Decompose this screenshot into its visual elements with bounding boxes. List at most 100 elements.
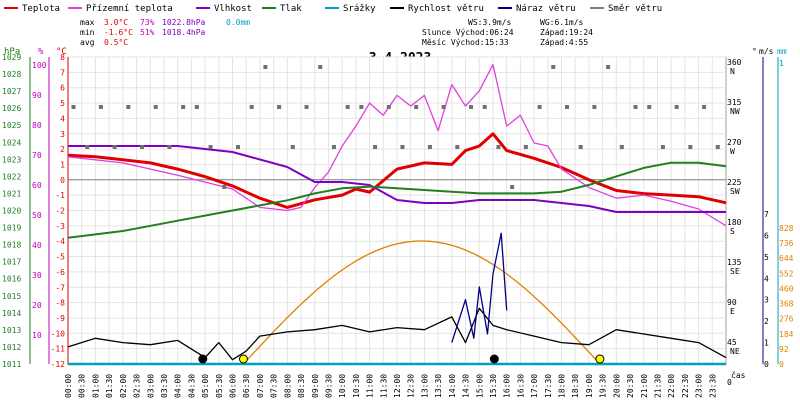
wind-dir-point — [222, 185, 227, 189]
x-tick-label: 12:00 — [393, 374, 402, 398]
x-tick-label: 20:00 — [612, 374, 621, 398]
wind-dir-point — [126, 105, 131, 109]
x-tick-label: 00:00 — [64, 374, 73, 398]
x-tick-label: 16:30 — [516, 374, 525, 398]
tick-dir: 315 — [727, 98, 742, 107]
wind-dir-point — [702, 105, 707, 109]
tick-ms: 0 — [764, 360, 769, 369]
stats-panel: max 3.0°C 73% 1022.8hPa 0.0mm min -1.6°C 51% 101… — [80, 18, 593, 47]
wind-dir-point — [71, 105, 76, 109]
tick-hpa: 1024 — [2, 138, 21, 147]
tick-wm2: 184 — [779, 330, 794, 339]
wind-dir-point — [359, 105, 364, 109]
tick-dir: 135 — [727, 258, 742, 267]
wind-dir-point — [427, 145, 432, 149]
tick-temp: 2 — [60, 145, 65, 154]
x-tick-label: 17:30 — [544, 374, 553, 398]
tick-temp: 1 — [60, 160, 65, 169]
stats-temp: -1.6°C — [104, 28, 133, 37]
series-hum — [68, 145, 726, 213]
legend-label: Tlak — [280, 4, 302, 14]
x-tick-label: 14:00 — [448, 374, 457, 398]
stats-press: 1022.8hPa — [162, 18, 206, 27]
axis-unit-hpa: hPa — [4, 47, 20, 57]
wind-dir-point — [181, 105, 186, 109]
stats-press: 1018.4hPa — [162, 28, 206, 37]
tick-ms: 2 — [764, 317, 769, 326]
legend-label: Směr větru — [608, 4, 662, 14]
x-tick-label: 01:00 — [91, 374, 100, 398]
tick-hpa: 1025 — [2, 121, 21, 130]
tick-pct: 100 — [32, 61, 47, 70]
tick-dir-label: NE — [730, 347, 740, 356]
x-tick-label: 12:30 — [407, 374, 416, 398]
x-tick-label: 07:30 — [270, 374, 279, 398]
x-tick-label: 22:00 — [667, 374, 676, 398]
x-tick-label: 15:00 — [475, 374, 484, 398]
x-tick-label: 18:00 — [558, 374, 567, 398]
tick-wm2: 92 — [779, 345, 789, 354]
x-tick-label: 15:30 — [489, 374, 498, 398]
wind-dir-point — [318, 65, 323, 69]
wind-dir-point — [592, 105, 597, 109]
x-tick-label: 09:00 — [311, 374, 320, 398]
wind-dir-point — [331, 145, 336, 149]
wind-dir-point — [373, 145, 378, 149]
tick-temp: 7 — [60, 68, 65, 77]
series-press — [67, 161, 727, 239]
wind-dir-point — [606, 65, 611, 69]
wind-dir-point — [674, 105, 679, 109]
x-tick-label: 16:00 — [503, 374, 512, 398]
legend: Teplota Přízemní teplota Vlhkost Tlak Srážky… — [4, 4, 662, 14]
tick-dir-label: SW — [730, 187, 740, 196]
wind-dir-point — [482, 105, 487, 109]
tick-temp: 3 — [60, 130, 65, 139]
x-tick-label: 04:30 — [187, 374, 196, 398]
wind-dir-point — [455, 145, 460, 149]
tick-hpa: 1029 — [2, 53, 21, 62]
tick-dir: 270 — [727, 138, 742, 147]
tick-wm2: 460 — [779, 284, 794, 293]
x-tick-label: 08:00 — [283, 374, 292, 398]
tick-dir: 180 — [727, 218, 742, 227]
legend-label: Náraz větru — [516, 4, 576, 14]
wind-dir-point — [510, 185, 515, 189]
wind-dir-point — [564, 105, 569, 109]
wind-dir-point — [537, 105, 542, 109]
tick-hpa: 1028 — [2, 70, 21, 79]
tick-hpa: 1021 — [2, 189, 21, 198]
x-tick-label: 06:30 — [242, 374, 251, 398]
axis-unit-pct: % — [38, 47, 44, 57]
tick-temp: -4 — [55, 237, 65, 246]
x-axis: 00:00 00:30 01:00 01:30 02:00 02:30 03:00 03:30… — [64, 370, 746, 398]
wind-dir-point — [441, 105, 446, 109]
tick-wm2: 736 — [779, 239, 794, 248]
tick-dir: 90 — [727, 298, 737, 307]
axis-unit-ms: m/s — [759, 47, 774, 56]
wind-dir-point — [647, 105, 652, 109]
x-tick-label: 19:30 — [599, 374, 608, 398]
tick-mm: 1 — [779, 59, 784, 68]
axis-unit-temp: °C — [56, 47, 67, 57]
x-tick-label: 13:30 — [434, 374, 443, 398]
stats-label: min — [80, 28, 95, 37]
wind-dir-point — [112, 145, 117, 149]
tick-hpa: 1016 — [2, 275, 21, 284]
tick-pct: 60 — [32, 181, 42, 190]
tick-hpa: 1019 — [2, 224, 21, 233]
x-tick-label: 22:30 — [681, 374, 690, 398]
moonrise-marker — [489, 354, 499, 364]
x-tick-label: 05:00 — [201, 374, 210, 398]
moonset-marker — [198, 354, 208, 364]
x-tick-label: 00:30 — [78, 374, 87, 398]
stats-label: max — [80, 18, 95, 27]
grid — [67, 56, 726, 365]
stats-moon: Měsíc Východ:15:33 — [422, 38, 509, 47]
stats-hum: 73% — [140, 18, 155, 27]
x-tick-label: 02:00 — [119, 374, 128, 398]
tick-temp: -2 — [55, 207, 65, 216]
tick-hpa: 1015 — [2, 292, 21, 301]
x-tick-label: 17:00 — [530, 374, 539, 398]
wind-dir-point — [194, 105, 199, 109]
